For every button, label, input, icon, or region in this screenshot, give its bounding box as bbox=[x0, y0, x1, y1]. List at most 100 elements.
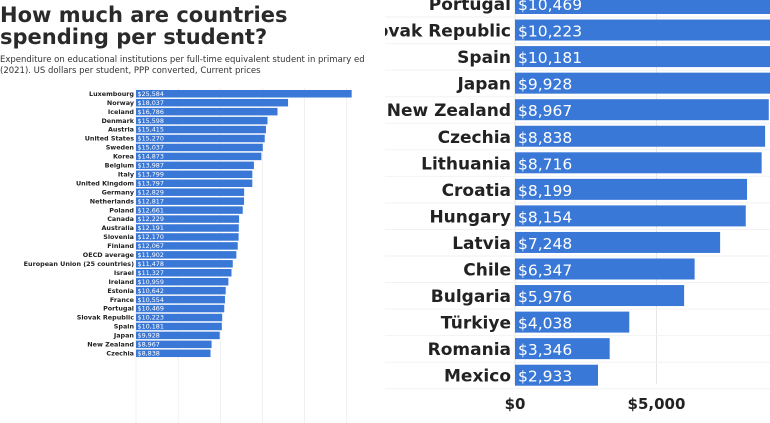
left-value-label-21: $10,959 bbox=[138, 278, 164, 286]
right-value-label-1: $10,223 bbox=[518, 23, 582, 41]
right-bar-8 bbox=[515, 205, 746, 227]
left-category-label-6: Sweden bbox=[106, 144, 135, 152]
right-bar-10 bbox=[515, 258, 695, 280]
left-value-label-15: $12,191 bbox=[138, 224, 164, 232]
left-bar-14 bbox=[136, 215, 240, 223]
left-category-label-13: Poland bbox=[109, 206, 134, 214]
left-value-label-25: $10,223 bbox=[138, 314, 164, 322]
right-category-label-5: Czechia bbox=[438, 128, 511, 148]
left-bar-18 bbox=[136, 251, 237, 259]
left-category-label-29: Czechia bbox=[106, 349, 134, 357]
left-value-label-8: $13,987 bbox=[138, 162, 164, 170]
right-value-label-2: $10,181 bbox=[518, 49, 582, 67]
left-value-label-2: $16,786 bbox=[138, 108, 164, 116]
chart-title: How much are countries spending per stud… bbox=[0, 3, 288, 49]
right-value-label-8: $8,154 bbox=[518, 208, 572, 226]
right-value-label-12: $4,038 bbox=[518, 315, 572, 333]
left-value-label-13: $12,661 bbox=[138, 206, 164, 214]
left-bar-7 bbox=[136, 152, 262, 161]
left-category-label-19: European Union (25 countries) bbox=[24, 260, 134, 268]
left-bar-6 bbox=[136, 143, 263, 152]
left-value-label-24: $10,469 bbox=[138, 305, 164, 313]
left-value-label-26: $10,181 bbox=[138, 323, 164, 331]
right-category-label-7: Croatia bbox=[442, 181, 511, 201]
left-value-label-3: $15,598 bbox=[138, 117, 164, 125]
left-bar-1 bbox=[136, 98, 289, 107]
left-bar-28 bbox=[136, 340, 212, 349]
left-value-label-9: $13,799 bbox=[138, 170, 164, 178]
right-bar-5 bbox=[515, 125, 766, 147]
left-value-label-20: $11,327 bbox=[138, 269, 164, 277]
right-category-label-1: Slovak Republic bbox=[385, 22, 511, 42]
left-bar-4 bbox=[136, 125, 266, 134]
left-bar-22 bbox=[136, 286, 226, 295]
right-value-label-4: $8,967 bbox=[518, 102, 572, 120]
left-category-label-25: Slovak Republic bbox=[77, 314, 134, 322]
left-category-label-4: Austria bbox=[108, 126, 134, 134]
left-value-label-27: $9,928 bbox=[138, 332, 160, 340]
left-value-label-22: $10,642 bbox=[138, 287, 164, 295]
left-bar-13 bbox=[136, 206, 243, 214]
right-bar-0 bbox=[515, 0, 770, 14]
right-bar-7 bbox=[515, 178, 748, 200]
left-value-label-6: $15,037 bbox=[138, 144, 164, 152]
left-bar-23 bbox=[136, 295, 225, 304]
left-bar-16 bbox=[136, 233, 239, 241]
right-category-label-6: Lithuania bbox=[421, 154, 511, 174]
right-category-label-13: Romania bbox=[428, 340, 511, 360]
left-bar-19 bbox=[136, 260, 233, 268]
right-value-label-0: $10,469 bbox=[518, 0, 582, 14]
left-category-label-21: Ireland bbox=[109, 278, 135, 286]
left-bar-3 bbox=[136, 116, 268, 125]
right-category-label-4: New Zealand bbox=[387, 101, 511, 121]
right-bar-14 bbox=[515, 364, 599, 386]
left-category-label-23: France bbox=[110, 296, 135, 304]
right-category-label-9: Latvia bbox=[452, 234, 511, 254]
left-category-label-7: Korea bbox=[113, 153, 134, 161]
right-category-label-3: Japan bbox=[456, 75, 511, 95]
left-category-label-14: Canada bbox=[107, 215, 134, 223]
chart-subtitle: Expenditure on educational institutions … bbox=[0, 55, 365, 76]
right-axis-tick-label-0: $0 bbox=[505, 395, 526, 413]
right-value-label-5: $8,838 bbox=[518, 129, 572, 147]
left-bar-12 bbox=[136, 197, 245, 205]
left-value-label-4: $15,415 bbox=[138, 126, 164, 134]
left-value-label-5: $15,270 bbox=[138, 135, 164, 143]
right-value-label-9: $7,248 bbox=[518, 235, 572, 253]
left-category-label-2: Iceland bbox=[108, 108, 135, 116]
right-axis-tick-label-1: $5,000 bbox=[628, 395, 686, 413]
left-bar-17 bbox=[136, 242, 238, 250]
left-bar-27 bbox=[136, 331, 220, 340]
right-value-label-7: $8,199 bbox=[518, 182, 572, 200]
right-bar-6 bbox=[515, 152, 762, 174]
left-bar-29 bbox=[136, 349, 211, 358]
left-category-label-26: Spain bbox=[114, 323, 135, 331]
right-value-label-6: $8,716 bbox=[518, 155, 572, 173]
right-category-label-11: Bulgaria bbox=[431, 287, 511, 307]
left-category-label-18: OECD average bbox=[83, 251, 135, 259]
left-bar-24 bbox=[136, 304, 225, 313]
right-value-label-11: $5,976 bbox=[518, 288, 572, 306]
left-category-label-11: Germany bbox=[102, 188, 135, 196]
left-value-label-11: $12,829 bbox=[138, 188, 164, 196]
right-bar-11 bbox=[515, 285, 685, 307]
left-bar-15 bbox=[136, 224, 239, 232]
right-value-label-13: $3,346 bbox=[518, 341, 572, 359]
left-value-label-23: $10,554 bbox=[138, 296, 164, 304]
left-category-label-15: Australia bbox=[101, 224, 134, 232]
left-category-label-8: Belgium bbox=[105, 162, 135, 170]
left-value-label-7: $14,873 bbox=[138, 153, 164, 161]
right-bar-4 bbox=[515, 99, 769, 121]
left-value-label-14: $12,229 bbox=[138, 215, 164, 223]
left-value-label-28: $8,967 bbox=[138, 341, 160, 349]
left-category-label-17: Finland bbox=[107, 242, 134, 250]
left-category-label-24: Portugal bbox=[103, 305, 134, 313]
left-chart-panel: How much are countries spending per stud… bbox=[0, 3, 365, 423]
left-bar-2 bbox=[136, 107, 278, 116]
left-bar-26 bbox=[136, 322, 222, 331]
left-bar-10 bbox=[136, 179, 253, 187]
right-category-label-14: Mexico bbox=[444, 367, 511, 387]
left-bar-21 bbox=[136, 277, 229, 286]
left-bar-5 bbox=[136, 134, 265, 143]
